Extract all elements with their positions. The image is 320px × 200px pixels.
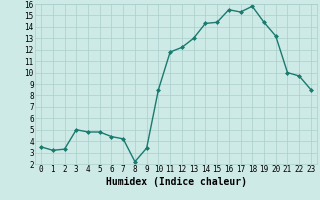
X-axis label: Humidex (Indice chaleur): Humidex (Indice chaleur) xyxy=(106,177,246,187)
